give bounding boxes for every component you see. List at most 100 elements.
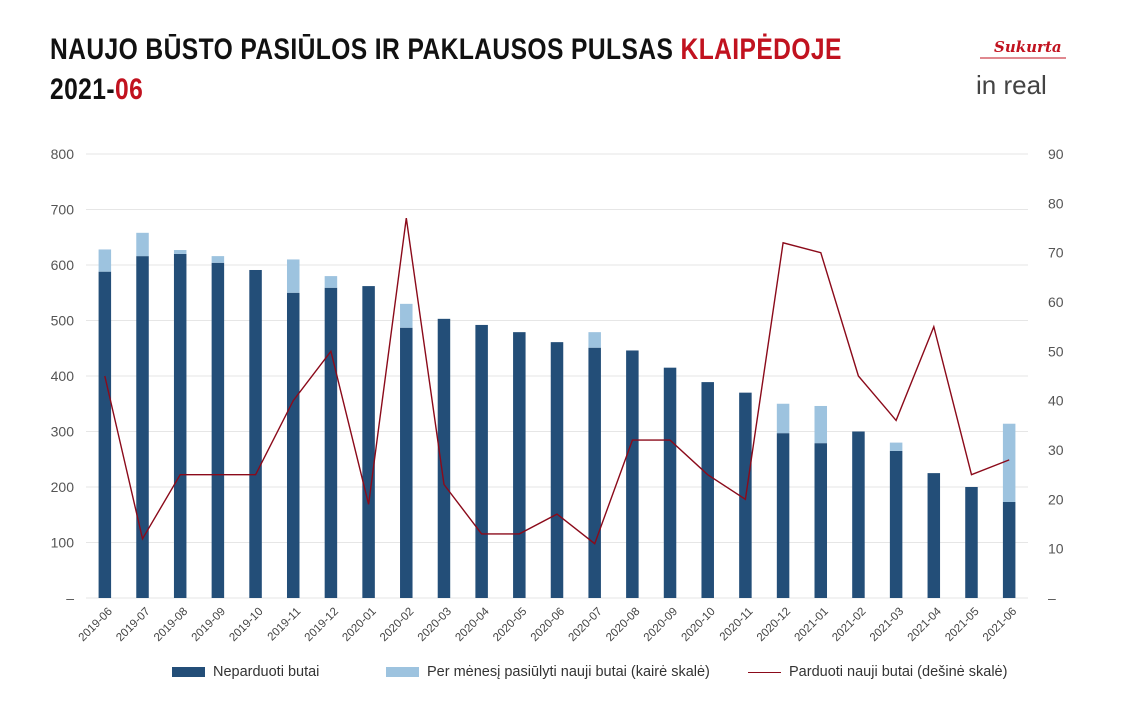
y-axis-right: – 10 20 30 40 50 60 70 80 90 (1048, 146, 1064, 606)
bar-unsold (776, 433, 790, 598)
x-tick-label: 2020-01 (340, 606, 378, 644)
bar-unsold (1002, 501, 1016, 598)
y-left-tick-label: 800 (51, 146, 75, 162)
bar-unsold (475, 324, 488, 598)
legend-label-unsold: Neparduoti butai (213, 664, 320, 680)
x-tick-label: 2021-01 (793, 606, 831, 644)
bar-unsold (437, 318, 451, 598)
bar-unsold (249, 269, 262, 598)
bar-series (98, 232, 1016, 598)
bar-offered (1002, 423, 1016, 502)
y-axis-left: – 100 200 300 400 500 600 700 800 (51, 146, 75, 606)
x-tick-label: 2020-10 (680, 606, 718, 644)
y-right-tick-label: 60 (1048, 294, 1064, 310)
sold-line (104, 218, 1010, 545)
bar-unsold (852, 431, 865, 598)
x-tick-label: 2020-02 (378, 606, 416, 644)
title-line-1: NAUJO BŪSTO PASIŪLOS IR PAKLAUSOS PULSAS… (50, 30, 842, 70)
x-tick-label: 2021-03 (868, 606, 906, 644)
y-left-tick-label: 300 (51, 424, 75, 440)
legend-label-sold: Parduoti nauji butai (dešinė skalė) (789, 664, 1008, 680)
x-tick-label: 2019-06 (77, 606, 115, 644)
bar-unsold (626, 350, 639, 598)
y-right-tick-label: 40 (1048, 393, 1064, 409)
y-right-tick-label: 50 (1048, 343, 1064, 359)
bar-unsold (550, 342, 564, 598)
x-tick-label: 2020-08 (604, 606, 642, 644)
y-right-tick-label: – (1048, 590, 1056, 606)
x-tick-label: 2021-05 (943, 606, 981, 644)
legend-item-unsold: Neparduoti butai (172, 664, 319, 680)
y-left-tick-label: 700 (51, 202, 75, 218)
y-left-tick-label: 200 (51, 479, 75, 495)
x-axis: 2019-06 2019-07 2019-08 2019-09 2019-10 2019-… (77, 605, 1020, 644)
bar-unsold (286, 292, 300, 598)
y-right-tick-label: 90 (1048, 146, 1064, 162)
title-line-2: 2021-06 (50, 70, 842, 110)
x-tick-label: 2020-04 (453, 605, 492, 644)
x-tick-label: 2019-11 (266, 606, 304, 644)
bar-unsold (814, 443, 828, 598)
bar-unsold (211, 262, 225, 598)
title-city: KLAIPĖDOJE (680, 33, 842, 66)
bar-offered (588, 332, 601, 348)
y-left-tick-label: – (66, 590, 74, 606)
x-tick-label: 2019-12 (303, 606, 341, 644)
legend: Neparduoti butai Per mėnesį pasiūlyti na… (0, 664, 1138, 688)
bar-offered (324, 276, 338, 288)
x-tick-label: 2020-12 (755, 606, 793, 644)
x-tick-label: 2020-09 (642, 606, 680, 644)
x-tick-label: 2021-02 (830, 606, 868, 644)
x-tick-label: 2021-04 (906, 605, 945, 644)
bar-offered (136, 232, 149, 257)
x-tick-label: 2020-06 (529, 606, 567, 644)
bar-unsold (663, 367, 677, 598)
x-tick-label: 2020-03 (416, 606, 454, 644)
y-right-tick-label: 30 (1048, 442, 1064, 458)
bar-unsold (136, 256, 149, 598)
bar-unsold (965, 487, 978, 598)
bar-offered (400, 303, 413, 328)
bar-unsold (927, 473, 941, 598)
bar-offered (889, 442, 903, 451)
legend-label-offered: Per mėnesį pasiūlyti nauji butai (kairė … (427, 664, 710, 680)
y-right-tick-label: 70 (1048, 245, 1064, 261)
logo-brand: in real (976, 70, 1047, 100)
y-right-tick-label: 20 (1048, 491, 1064, 507)
logo-tagline: Sukurta (994, 38, 1062, 56)
legend-swatch-offered (386, 667, 419, 677)
legend-swatch-sold (748, 671, 781, 673)
bar-offered (173, 250, 187, 254)
bar-offered (98, 249, 112, 272)
y-right-tick-label: 80 (1048, 195, 1064, 211)
y-left-tick-label: 400 (51, 368, 75, 384)
x-tick-label: 2019-08 (152, 606, 190, 644)
chart-title: NAUJO BŪSTO PASIŪLOS IR PAKLAUSOS PULSAS… (50, 30, 842, 110)
x-tick-label: 2019-09 (190, 606, 228, 644)
x-tick-label: 2020-07 (566, 606, 604, 644)
period-month: 06 (114, 73, 144, 106)
bar-unsold (98, 271, 112, 598)
bar-unsold (701, 382, 714, 598)
bar-unsold (513, 332, 526, 598)
y-left-tick-label: 600 (51, 257, 75, 273)
title-main: NAUJO BŪSTO PASIŪLOS IR PAKLAUSOS PULSAS (50, 33, 681, 66)
x-tick-label: 2019-07 (114, 606, 152, 644)
line-series (104, 218, 1010, 545)
y-left-tick-label: 500 (51, 313, 75, 329)
y-right-tick-label: 10 (1048, 541, 1064, 557)
bar-unsold (362, 286, 375, 598)
bar-unsold (173, 253, 187, 598)
x-tick-label: 2021-06 (981, 606, 1019, 644)
legend-item-offered: Per mėnesį pasiūlyti nauji butai (kairė … (386, 664, 710, 680)
bar-offered (814, 405, 828, 444)
x-tick-label: 2020-11 (718, 606, 756, 644)
bar-unsold (400, 327, 413, 598)
bar-unsold (889, 450, 903, 598)
x-tick-label: 2019-10 (227, 606, 265, 644)
legend-swatch-unsold (172, 667, 205, 677)
inreal-logo: Sukurta in real (976, 38, 1066, 100)
bar-unsold (588, 347, 601, 598)
legend-item-sold: Parduoti nauji butai (dešinė skalė) (748, 664, 1007, 680)
